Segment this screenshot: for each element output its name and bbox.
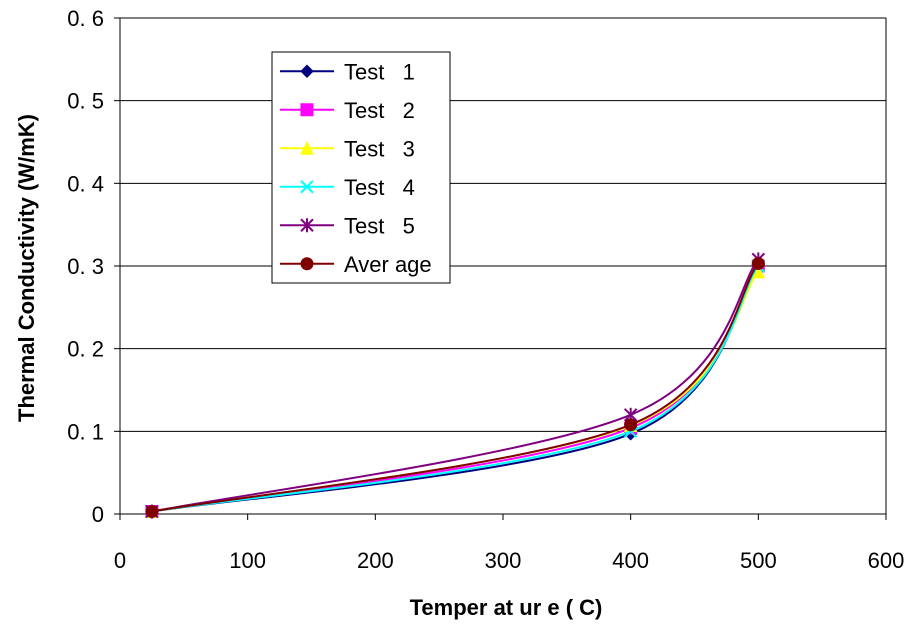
series-line: [151, 265, 760, 513]
x-tick-label: 200: [357, 548, 394, 573]
legend: Test 1 Test 2 Test 3 Test 4 Test 5 Aver age: [271, 51, 451, 284]
legend-label: Test 1: [344, 59, 415, 84]
y-tick-label: 0. 1: [67, 419, 104, 444]
legend-box: [271, 51, 451, 284]
legend-label: Test 3: [344, 136, 415, 161]
x-tick-label: 100: [229, 548, 266, 573]
tick-labels: 0 0. 1 0. 2 0. 3 0. 4 0. 5 0. 6 0 100 200 300 400 50…: [67, 6, 904, 573]
legend-marker: [300, 180, 314, 194]
legend-label: Test 2: [344, 98, 415, 123]
legend-marker: [300, 103, 314, 117]
series-lines: [145, 252, 766, 519]
x-tick-label: 400: [612, 548, 649, 573]
series-line: [151, 258, 760, 513]
y-tick-label: 0. 6: [67, 6, 104, 31]
data-point: [145, 505, 159, 519]
legend-marker: [300, 141, 314, 155]
series-line: [151, 271, 760, 513]
legend-marker: [300, 257, 314, 271]
legend-label: Test 5: [344, 213, 415, 238]
x-tick-label: 500: [740, 548, 777, 573]
y-tick-label: 0. 2: [67, 337, 104, 362]
x-tick-label: 600: [868, 548, 905, 573]
legend-marker: [300, 218, 314, 233]
y-tick-label: 0. 5: [67, 89, 104, 114]
y-axis-title: Thermal Conductivity (W/mK): [14, 114, 39, 422]
series-line: [151, 262, 760, 513]
data-point: [624, 418, 638, 432]
series-line: [151, 263, 760, 513]
axes: [114, 17, 887, 520]
x-tick-label: 300: [485, 548, 522, 573]
y-tick-label: 0. 4: [67, 171, 104, 196]
x-tick-label: 0: [114, 548, 126, 573]
legend-label: Aver age: [344, 252, 432, 277]
grid-lines: [120, 17, 886, 432]
data-point: [751, 257, 765, 271]
series-line: [151, 265, 760, 513]
y-tick-label: 0. 3: [67, 254, 104, 279]
legend-label: Test 4: [344, 175, 415, 200]
legend-marker: [300, 64, 314, 78]
x-axis-title: Temper at ur e ( C): [410, 595, 603, 620]
y-tick-label: 0: [92, 502, 104, 527]
